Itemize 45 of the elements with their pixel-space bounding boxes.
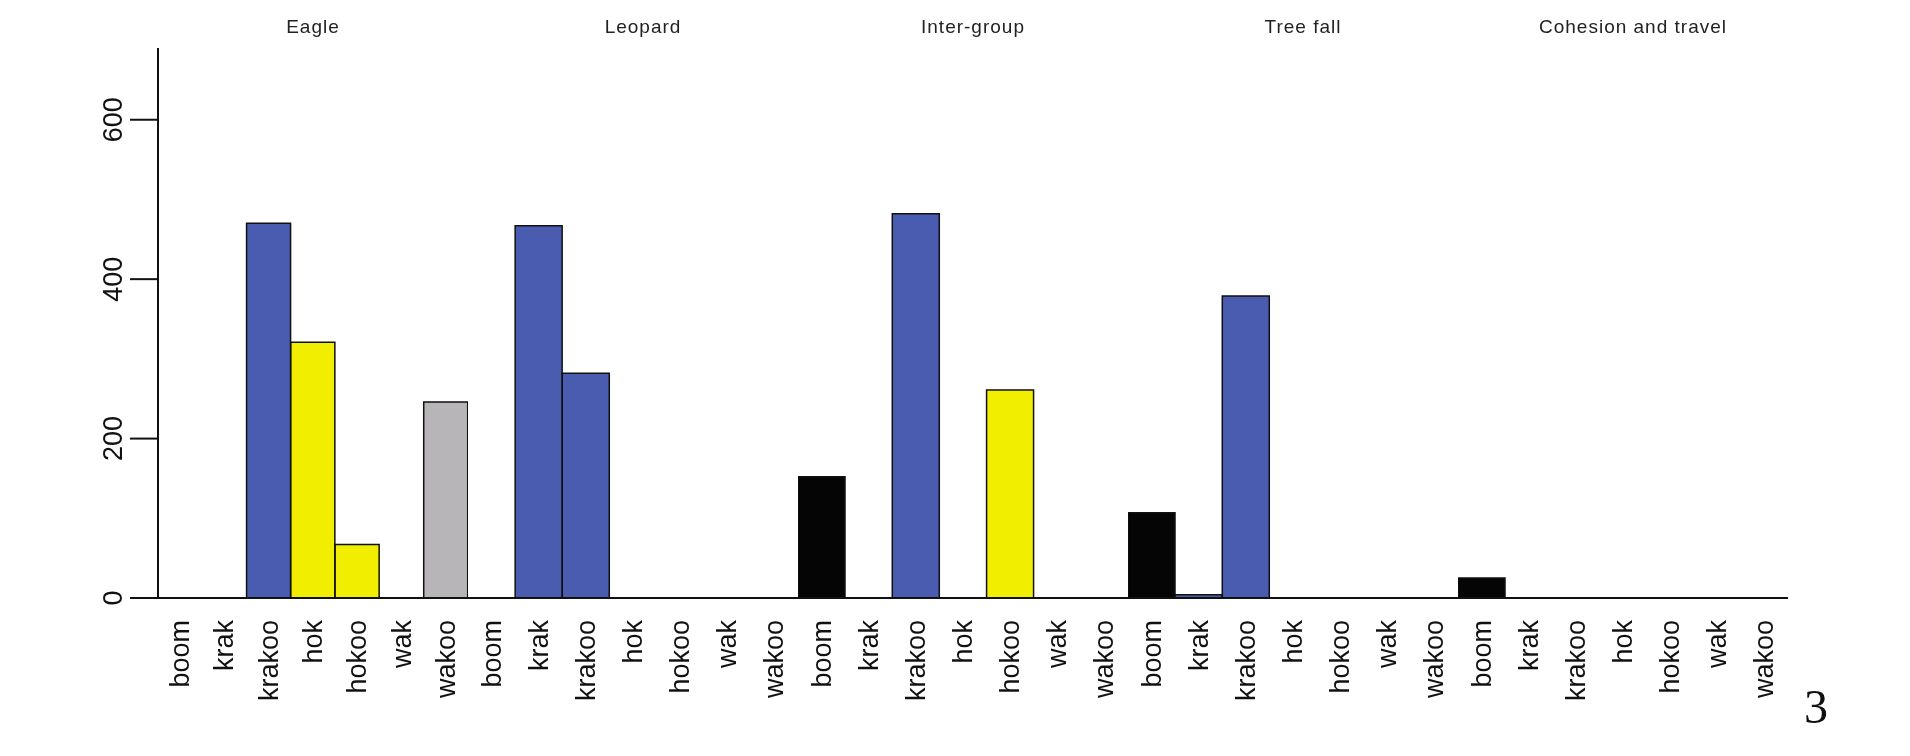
x-tick-label: wakoo: [430, 620, 461, 700]
chart-title: Tree fall: [1263, 16, 1343, 38]
text: 3: [1804, 679, 1828, 734]
x-tick-label: wakoo: [759, 620, 790, 700]
x-tick-label: hokoo: [665, 620, 696, 694]
x-tick-label: krakoo: [253, 620, 284, 702]
x-tick-label: hokoo: [342, 620, 373, 694]
x-tick-label: krak: [853, 619, 884, 672]
x-tick-label: boom: [476, 620, 507, 688]
chart-title: Cohesion and travel: [1538, 16, 1728, 38]
x-tick-label: krakoo: [1560, 620, 1591, 702]
x-tick-label: wakoo: [1749, 620, 1780, 700]
x-tick-label: hokoo: [995, 620, 1026, 694]
x-tick-label: boom: [165, 620, 196, 688]
x-tick-label: krakoo: [570, 620, 601, 702]
x-tick-label: krak: [209, 619, 240, 672]
x-tick-label: wak: [1042, 619, 1073, 670]
x-tick-label: hokoo: [1325, 620, 1356, 694]
y-tick-label: 400: [98, 256, 128, 302]
x-tick-label: hok: [948, 619, 978, 664]
x-tick-label: krakoo: [900, 620, 931, 702]
x-tick-label: boom: [1466, 620, 1497, 688]
chart-title: Eagle: [285, 16, 341, 38]
x-tick-label: hok: [1278, 619, 1308, 664]
x-tick-label: boom: [806, 620, 837, 688]
x-tick-label: hok: [618, 619, 648, 664]
x-tick-label: krak: [1183, 619, 1214, 672]
x-tick-label: wakoo: [1419, 620, 1450, 700]
x-tick-label: boom: [1136, 620, 1167, 688]
x-tick-label: wak: [1372, 619, 1403, 670]
x-tick-label: wak: [712, 619, 743, 670]
x-tick-label: krak: [1513, 619, 1544, 672]
y-tick-label: 0: [98, 590, 128, 606]
x-tick-label: wak: [1702, 619, 1733, 670]
x-tick-label: wakoo: [1089, 620, 1120, 700]
chart-title: Leopard: [603, 16, 683, 38]
y-tick-label: 600: [98, 97, 128, 143]
x-tick-label: krak: [523, 619, 554, 672]
x-tick-label: wak: [386, 619, 417, 670]
x-tick-label: hok: [1608, 619, 1638, 664]
x-tick-label: krakoo: [1230, 620, 1261, 702]
chart-title: Inter-group: [920, 16, 1026, 38]
x-tick-label: hokoo: [1655, 620, 1686, 694]
x-tick-label: hok: [298, 619, 328, 664]
y-tick-label: 200: [98, 416, 128, 462]
